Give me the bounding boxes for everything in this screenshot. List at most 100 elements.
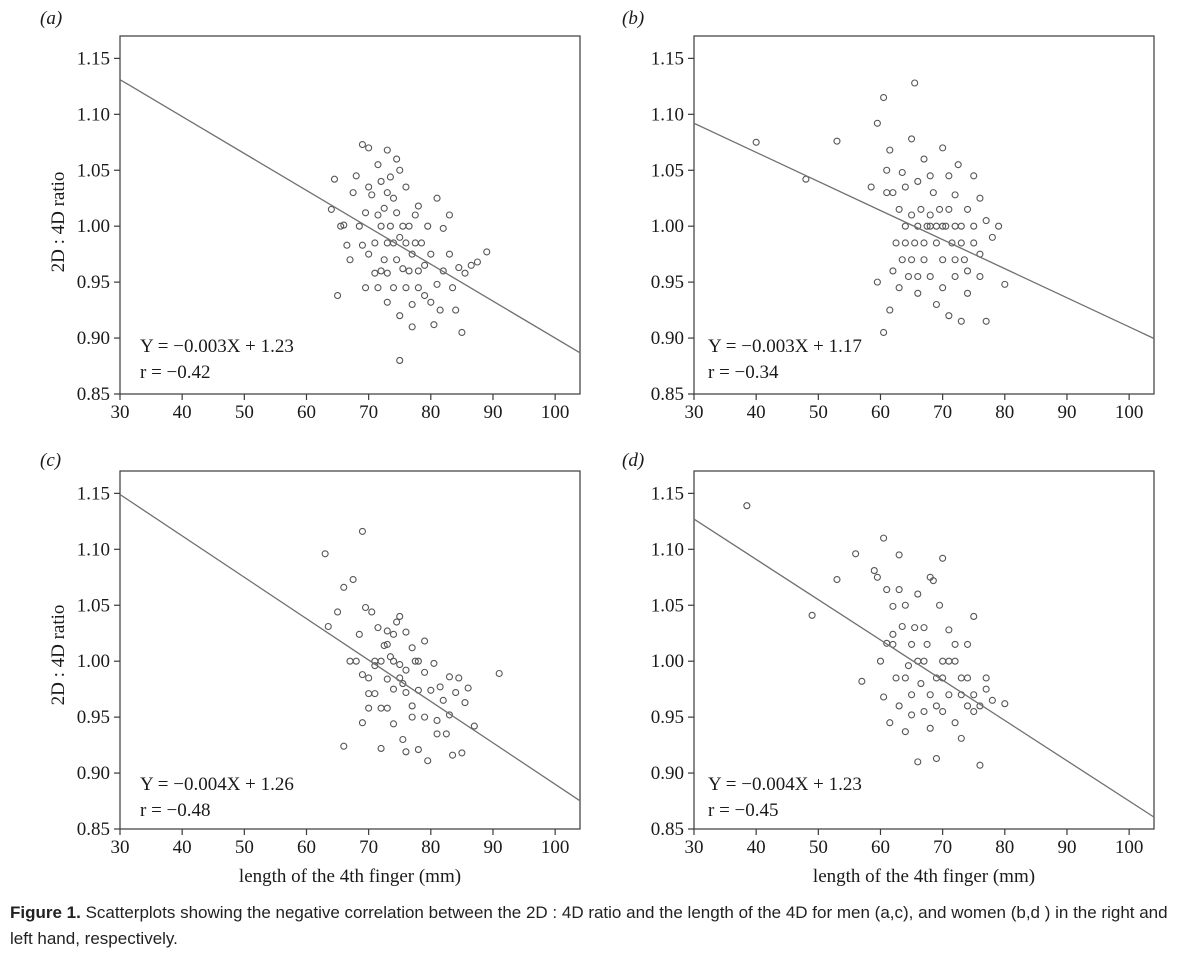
data-point: [880, 534, 888, 542]
x-tick-label: 70: [933, 402, 952, 423]
data-point: [889, 189, 897, 197]
data-point: [352, 657, 360, 665]
regression-equation: Y = −0.004X + 1.26: [140, 774, 294, 795]
plot-frame: [119, 470, 581, 830]
data-point: [458, 749, 466, 757]
data-point: [970, 222, 978, 230]
data-point: [452, 306, 460, 314]
data-point: [430, 321, 438, 329]
data-point: [945, 312, 953, 320]
y-axis-title: 2D : 4D ratio: [48, 605, 69, 706]
x-tick-label: 90: [483, 837, 502, 858]
data-point: [340, 221, 348, 229]
data-point: [408, 250, 416, 258]
data-point: [417, 239, 426, 247]
data-point: [427, 686, 435, 694]
data-point: [365, 690, 373, 698]
x-tick-label: 40: [173, 402, 192, 423]
data-point: [880, 693, 888, 701]
data-point: [383, 189, 391, 197]
data-point: [358, 527, 366, 535]
x-axis-title: length of the 4th finger (mm): [813, 866, 1035, 887]
data-point: [368, 608, 376, 616]
y-tick-label: 1.10: [77, 539, 110, 560]
data-point: [951, 719, 959, 727]
data-point: [343, 241, 351, 249]
data-point: [982, 317, 990, 325]
data-point: [951, 222, 959, 230]
data-point: [389, 657, 398, 665]
correlation-coefficient: r = −0.48: [140, 800, 211, 821]
data-point: [920, 707, 928, 716]
caption-label: Figure 1.: [10, 903, 81, 922]
data-point: [346, 256, 354, 264]
data-point: [383, 627, 391, 635]
data-point: [439, 224, 447, 232]
data-point: [858, 677, 866, 685]
data-point: [1001, 280, 1009, 288]
data-point: [408, 644, 416, 652]
data-point: [414, 657, 422, 665]
data-point: [383, 640, 391, 648]
data-point: [908, 691, 916, 699]
data-point: [349, 575, 357, 584]
data-point: [421, 668, 429, 676]
data-point: [393, 155, 401, 163]
data-point: [408, 300, 416, 309]
x-tick-label: 90: [1057, 837, 1076, 858]
data-point: [886, 306, 894, 314]
data-point: [430, 659, 438, 667]
data-point: [433, 194, 441, 202]
data-point: [743, 502, 751, 510]
data-point: [808, 611, 816, 619]
data-point: [939, 284, 947, 292]
data-point: [914, 758, 922, 766]
plot-frame: [693, 35, 1155, 395]
data-point: [935, 601, 944, 609]
data-point: [970, 172, 978, 180]
data-point: [393, 256, 401, 264]
data-point: [334, 608, 342, 616]
data-point: [495, 669, 503, 678]
data-point: [402, 628, 410, 636]
data-point: [988, 233, 996, 241]
x-axis-title: length of the 4th finger (mm): [239, 866, 461, 887]
data-point: [445, 673, 454, 681]
data-point: [945, 691, 953, 699]
x-tick-label: 100: [541, 837, 570, 858]
data-point: [873, 573, 881, 581]
correlation-coefficient: r = −0.42: [140, 362, 211, 383]
data-point: [361, 603, 370, 612]
data-point: [380, 641, 388, 650]
data-point: [917, 205, 925, 213]
data-point: [901, 674, 909, 682]
data-point: [939, 657, 947, 665]
data-point: [923, 222, 931, 230]
data-point: [988, 696, 996, 704]
data-point: [355, 222, 363, 230]
data-point: [939, 707, 947, 716]
data-point: [957, 239, 965, 247]
data-point: [904, 272, 913, 281]
plot-frame: [119, 35, 581, 395]
data-point: [449, 284, 457, 292]
data-point: [402, 284, 410, 292]
data-point: [408, 323, 416, 331]
regression-equation: Y = −0.003X + 1.23: [140, 336, 294, 357]
data-point: [883, 166, 891, 174]
y-tick-label: 0.90: [651, 763, 684, 784]
data-point: [889, 630, 897, 638]
data-point: [361, 284, 370, 292]
data-point: [886, 719, 894, 727]
data-point: [408, 713, 416, 721]
correlation-coefficient: r = −0.45: [708, 800, 779, 821]
data-point: [396, 356, 404, 364]
x-tick-label: 90: [1057, 402, 1076, 423]
data-point: [464, 684, 472, 692]
data-point: [886, 146, 894, 154]
data-point: [445, 250, 454, 258]
panel-label: (b): [622, 8, 644, 29]
y-tick-label: 1.05: [651, 160, 684, 181]
y-tick-label: 1.05: [77, 160, 110, 181]
data-point: [970, 612, 978, 620]
